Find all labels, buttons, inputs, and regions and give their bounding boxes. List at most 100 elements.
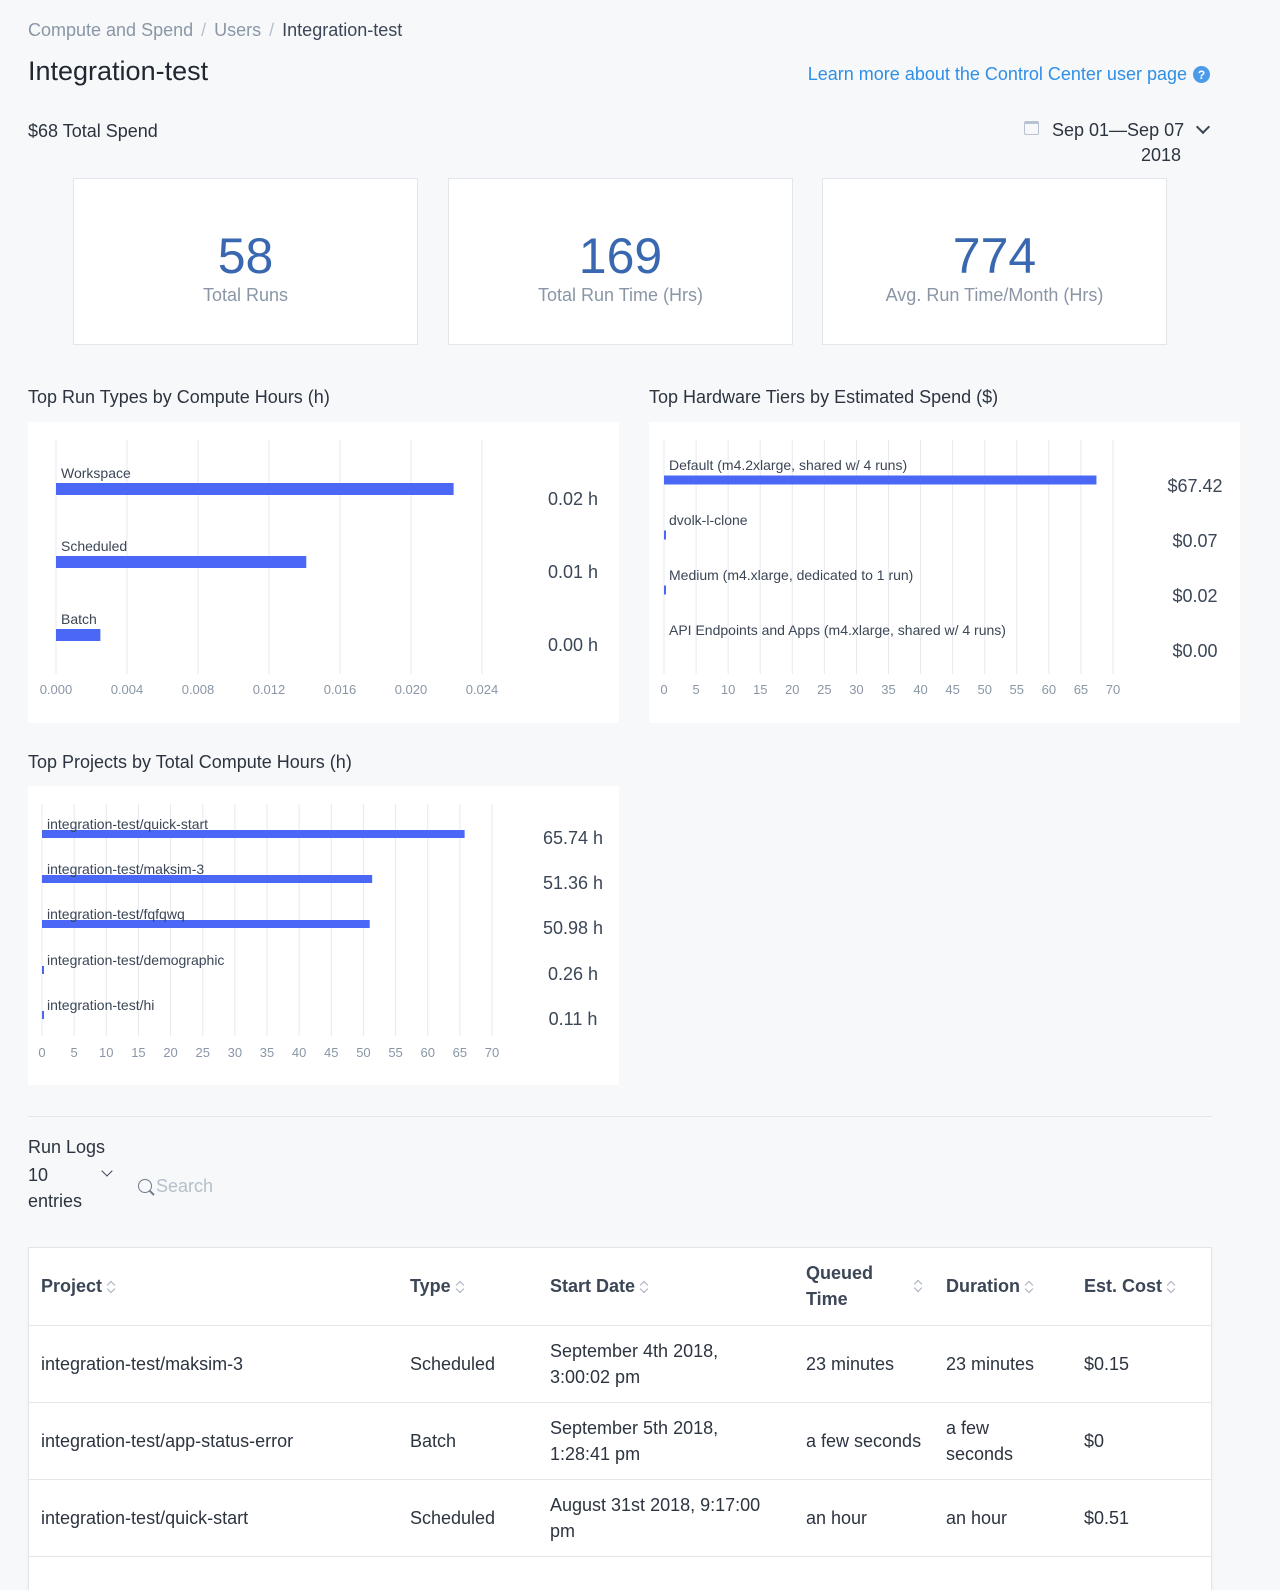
tick-label: 0.020 xyxy=(395,682,428,697)
tick-label: 10 xyxy=(99,1045,113,1060)
table-header-row: Project Type Start Date Queued Time Dura… xyxy=(29,1248,1211,1326)
category-label: Scheduled xyxy=(61,538,127,554)
tick-label: 15 xyxy=(753,682,767,697)
category-label: dvolk-l-clone xyxy=(669,512,748,528)
breadcrumb-compute-and-spend[interactable]: Compute and Spend xyxy=(28,20,194,40)
date-range-year: 2018 xyxy=(1141,145,1182,165)
category-label: integration-test/demographic xyxy=(47,952,224,968)
breadcrumb-separator: / xyxy=(201,20,207,40)
value-label: $0.07 xyxy=(1172,531,1217,551)
tick-label: 50 xyxy=(356,1045,370,1060)
bar[interactable] xyxy=(56,483,454,495)
stat-card-total-run-time: 169 Total Run Time (Hrs) xyxy=(448,178,793,345)
bar[interactable] xyxy=(42,920,370,928)
cell-type: Batch xyxy=(398,1402,538,1480)
cell-project: integration-test/app-status-error xyxy=(29,1402,398,1480)
column-header-duration[interactable]: Duration xyxy=(934,1248,1072,1326)
search-icon xyxy=(138,1179,152,1193)
tick-label: 0.000 xyxy=(40,682,73,697)
category-label: API Endpoints and Apps (m4.xlarge, share… xyxy=(669,622,1006,638)
date-range-label: Sep 01—Sep 07 xyxy=(1052,120,1185,140)
table-row[interactable] xyxy=(29,1556,1211,1590)
tick-label: 25 xyxy=(817,682,831,697)
stat-value: 58 xyxy=(217,228,274,284)
table-row[interactable]: integration-test/app-status-error Batch … xyxy=(29,1402,1211,1480)
sort-icon xyxy=(1167,1281,1175,1293)
table-row[interactable]: integration-test/quick-start Scheduled A… xyxy=(29,1479,1211,1557)
tick-label: 70 xyxy=(485,1045,499,1060)
category-label: Workspace xyxy=(61,465,131,481)
section-divider xyxy=(28,1116,1212,1117)
stat-card-total-runs: 58 Total Runs xyxy=(73,178,418,345)
column-label: Duration xyxy=(946,1275,1020,1296)
tick-label: 0.012 xyxy=(253,682,286,697)
cell-duration: 23 minutes xyxy=(934,1325,1072,1403)
column-header-est-cost[interactable]: Est. Cost xyxy=(1072,1248,1211,1326)
sort-icon xyxy=(1025,1281,1033,1293)
column-label: Est. Cost xyxy=(1084,1275,1163,1296)
breadcrumb-separator: / xyxy=(269,20,275,40)
chevron-down-icon xyxy=(1195,119,1211,135)
learn-more-link[interactable]: Learn more about the Control Center user… xyxy=(808,64,1210,85)
tick-label: 0.004 xyxy=(111,682,144,697)
column-header-type[interactable]: Type xyxy=(398,1248,538,1326)
chart-run-types: 0.000 0.004 0.008 0.012 0.016 0.020 0.024 Works… xyxy=(28,422,619,723)
bar[interactable] xyxy=(664,475,1097,485)
sort-icon xyxy=(914,1280,922,1292)
chart-hardware-tiers: 0 5 10 15 20 25 30 35 40 45 50 55 60 65 70 Default (m4.… xyxy=(649,422,1240,723)
bar[interactable] xyxy=(42,875,373,883)
calendar-icon xyxy=(1024,121,1039,135)
sort-icon xyxy=(640,1281,648,1293)
category-label: integration-test/hi xyxy=(47,997,154,1013)
bar[interactable] xyxy=(56,556,307,568)
tick-label: 0.008 xyxy=(182,682,215,697)
date-range-picker[interactable]: Sep 01—Sep 07 2018 xyxy=(1022,118,1212,168)
cell-project: integration-test/quick-start xyxy=(29,1479,398,1557)
tick-label: 45 xyxy=(324,1045,338,1060)
tick-label: 55 xyxy=(1010,682,1024,697)
bar[interactable] xyxy=(56,629,101,641)
cell-type: Scheduled xyxy=(398,1325,538,1403)
sort-icon xyxy=(107,1281,115,1293)
cell-project: integration-test/maksim-3 xyxy=(29,1325,398,1403)
cell-type: Scheduled xyxy=(398,1479,538,1557)
column-label: Project xyxy=(41,1275,103,1296)
value-label: 0.02 h xyxy=(548,489,598,509)
category-label: Batch xyxy=(61,611,97,627)
tick-label: 60 xyxy=(420,1045,434,1060)
table-row[interactable]: integration-test/maksim-3 Scheduled Sept… xyxy=(29,1325,1211,1403)
category-label: Medium (m4.xlarge, dedicated to 1 run) xyxy=(669,567,913,583)
tick-label: 0.024 xyxy=(466,682,499,697)
bar[interactable] xyxy=(664,530,666,540)
tick-label: 5 xyxy=(71,1045,78,1060)
search-box xyxy=(138,1174,298,1198)
column-label: Queued Time xyxy=(806,1263,874,1310)
column-label: Type xyxy=(410,1275,451,1296)
breadcrumb-users[interactable]: Users xyxy=(214,20,262,40)
column-header-project[interactable]: Project xyxy=(29,1248,398,1326)
cell-est-cost: $0 xyxy=(1072,1402,1211,1480)
tick-label: 40 xyxy=(913,682,927,697)
stat-card-avg-run-time: 774 Avg. Run Time/Month (Hrs) xyxy=(822,178,1167,345)
bar[interactable] xyxy=(42,966,44,974)
bar[interactable] xyxy=(42,1011,44,1019)
projects-bar-chart: 0 5 10 15 20 25 30 35 40 45 50 55 60 65 70 integration-… xyxy=(38,804,603,1060)
category-label: Default (m4.2xlarge, shared w/ 4 runs) xyxy=(669,457,907,473)
value-label: 51.36 h xyxy=(543,873,603,893)
cell-est-cost: $0.15 xyxy=(1072,1325,1211,1403)
tick-label: 10 xyxy=(721,682,735,697)
bar[interactable] xyxy=(42,830,465,838)
column-header-start-date[interactable]: Start Date xyxy=(538,1248,794,1326)
run-logs-title: Run Logs xyxy=(28,1137,106,1157)
value-label: 0.00 h xyxy=(548,635,598,655)
hardware-tiers-bar-chart: 0 5 10 15 20 25 30 35 40 45 50 55 60 65 70 Default (m4.… xyxy=(660,440,1223,697)
tick-label: 0 xyxy=(660,682,667,697)
entries-select[interactable]: 10 entries xyxy=(28,1162,118,1214)
value-label: 50.98 h xyxy=(543,918,603,938)
column-label: Start Date xyxy=(550,1275,636,1296)
column-header-queued-time[interactable]: Queued Time xyxy=(794,1248,934,1326)
cell-duration: a few seconds xyxy=(934,1402,1072,1480)
bar[interactable] xyxy=(664,585,666,595)
search-input[interactable] xyxy=(156,1175,286,1197)
tick-label: 20 xyxy=(163,1045,177,1060)
